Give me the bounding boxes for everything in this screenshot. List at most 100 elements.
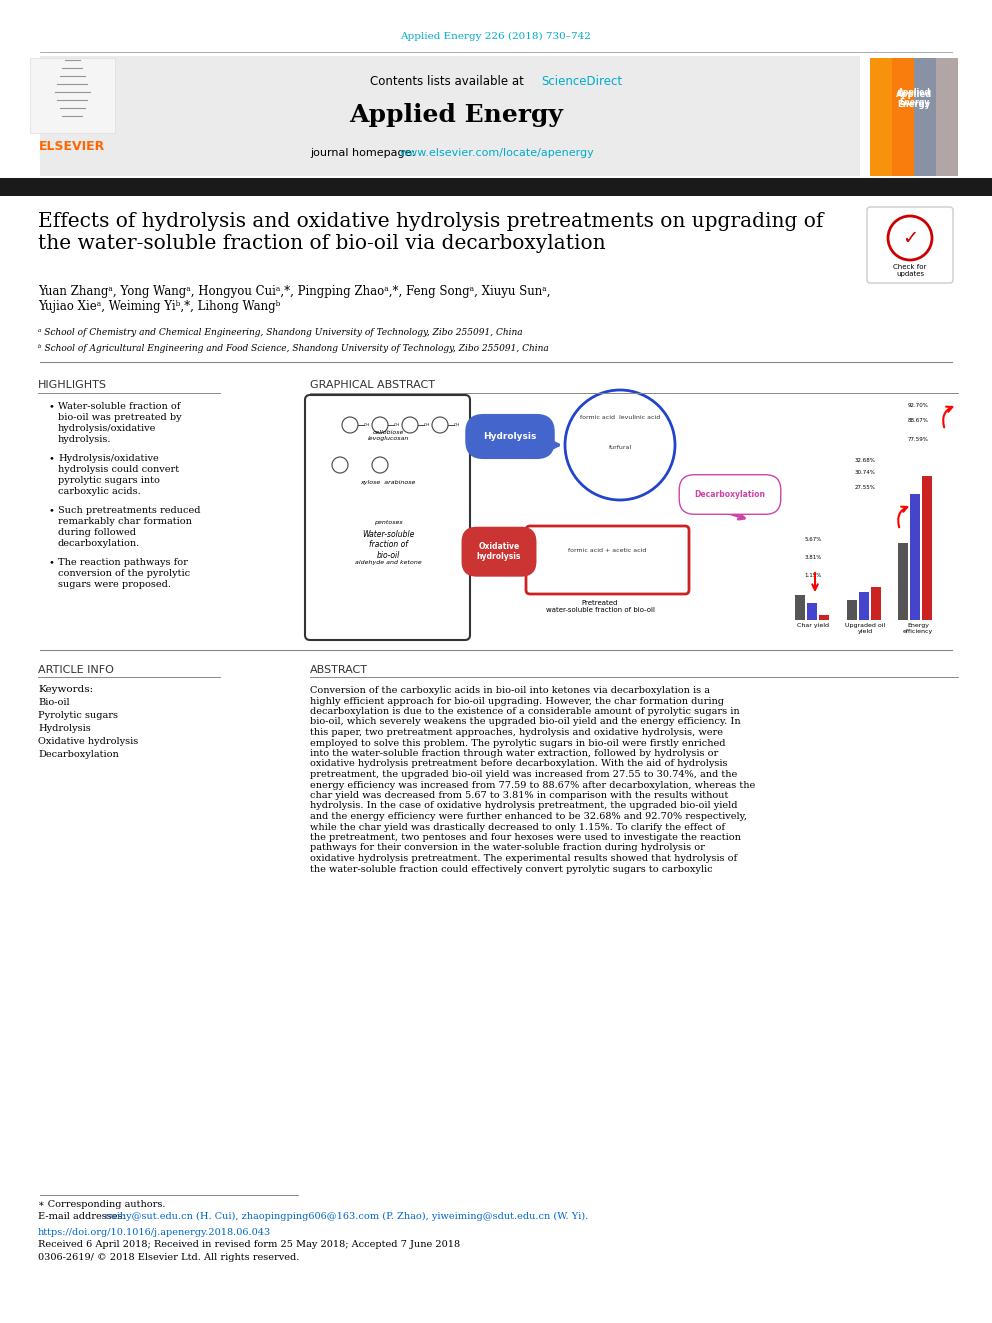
Text: E-mail addresses:: E-mail addresses: — [38, 1212, 129, 1221]
FancyBboxPatch shape — [892, 58, 914, 176]
FancyBboxPatch shape — [305, 396, 470, 640]
Text: ELSEVIER: ELSEVIER — [39, 140, 105, 153]
Text: ᵃ School of Chemistry and Chemical Engineering, Shandong University of Technolog: ᵃ School of Chemistry and Chemical Engin… — [38, 328, 523, 337]
Text: journal homepage:: journal homepage: — [310, 148, 419, 157]
Text: https://doi.org/10.1016/j.apenergy.2018.06.043: https://doi.org/10.1016/j.apenergy.2018.… — [38, 1228, 271, 1237]
Text: •: • — [48, 402, 54, 411]
Text: Decarboxylation: Decarboxylation — [694, 490, 766, 499]
Text: ABSTRACT: ABSTRACT — [310, 665, 368, 675]
Text: 3.81%: 3.81% — [805, 556, 821, 560]
Text: •: • — [48, 454, 54, 463]
Text: www.elsevier.com/locate/apenergy: www.elsevier.com/locate/apenergy — [400, 148, 595, 157]
Text: ᵇ School of Agricultural Engineering and Food Science, Shandong University of Te: ᵇ School of Agricultural Engineering and… — [38, 344, 549, 353]
Text: while the char yield was drastically decreased to only 1.15%. To clarify the eff: while the char yield was drastically dec… — [310, 823, 725, 831]
Text: decarboxylation is due to the existence of a considerable amount of pyrolytic su: decarboxylation is due to the existence … — [310, 706, 740, 716]
Text: hydrolysis/oxidative: hydrolysis/oxidative — [58, 423, 157, 433]
Text: ARTICLE INFO: ARTICLE INFO — [38, 665, 114, 675]
Text: Oxidative
hydrolysis: Oxidative hydrolysis — [477, 542, 521, 561]
Text: Keywords:: Keywords: — [38, 685, 93, 695]
Text: sugars were proposed.: sugars were proposed. — [58, 579, 171, 589]
Text: Conversion of the carboxylic acids in bio-oil into ketones via decarboxylation i: Conversion of the carboxylic acids in bi… — [310, 687, 710, 695]
Text: 0306-2619/ © 2018 Elsevier Ltd. All rights reserved.: 0306-2619/ © 2018 Elsevier Ltd. All righ… — [38, 1253, 300, 1262]
Text: Hydrolysis: Hydrolysis — [38, 724, 90, 733]
FancyBboxPatch shape — [859, 591, 869, 620]
FancyBboxPatch shape — [870, 58, 958, 176]
Text: Char yield: Char yield — [797, 623, 829, 628]
Text: hydrolysis.: hydrolysis. — [58, 435, 111, 445]
Text: oxidative hydrolysis pretreatment before decarboxylation. With the aid of hydrol: oxidative hydrolysis pretreatment before… — [310, 759, 727, 769]
Text: energy efficiency was increased from 77.59 to 88.67% after decarboxylation, wher: energy efficiency was increased from 77.… — [310, 781, 755, 790]
Text: 32.68%: 32.68% — [854, 458, 875, 463]
FancyBboxPatch shape — [871, 586, 881, 620]
Text: Oxidative hydrolysis: Oxidative hydrolysis — [38, 737, 138, 746]
Text: into the water-soluble fraction through water extraction, followed by hydrolysis: into the water-soluble fraction through … — [310, 749, 718, 758]
Text: OH: OH — [394, 423, 400, 427]
Text: Received 6 April 2018; Received in revised form 25 May 2018; Accepted 7 June 201: Received 6 April 2018; Received in revis… — [38, 1240, 460, 1249]
Text: Applied Energy: Applied Energy — [349, 103, 562, 127]
Text: the pretreatment, two pentoses and four hexoses were used to investigate the rea: the pretreatment, two pentoses and four … — [310, 833, 741, 841]
Text: Hydrolysis/oxidative: Hydrolysis/oxidative — [58, 454, 159, 463]
FancyBboxPatch shape — [40, 56, 860, 176]
Text: Applied
Energy: Applied Energy — [898, 89, 930, 107]
Text: xylose  arabinose: xylose arabinose — [360, 480, 416, 486]
Text: Applied
Energy: Applied Energy — [896, 90, 932, 110]
FancyBboxPatch shape — [867, 206, 953, 283]
Text: Water-soluble fraction of: Water-soluble fraction of — [58, 402, 181, 411]
Text: oxidative hydrolysis pretreatment. The experimental results showed that hydrolys: oxidative hydrolysis pretreatment. The e… — [310, 855, 737, 863]
Text: pathways for their conversion in the water-soluble fraction during hydrolysis or: pathways for their conversion in the wat… — [310, 844, 705, 852]
FancyBboxPatch shape — [910, 493, 920, 620]
FancyBboxPatch shape — [807, 603, 817, 620]
FancyBboxPatch shape — [30, 58, 115, 134]
Text: OH: OH — [364, 423, 370, 427]
FancyBboxPatch shape — [898, 542, 908, 620]
Text: pyrolytic sugars into: pyrolytic sugars into — [58, 476, 160, 486]
Text: OH: OH — [454, 423, 460, 427]
FancyBboxPatch shape — [795, 595, 805, 620]
Text: pentoses: pentoses — [374, 520, 403, 525]
Text: conversion of the pyrolytic: conversion of the pyrolytic — [58, 569, 190, 578]
FancyBboxPatch shape — [936, 58, 958, 176]
Text: 1.15%: 1.15% — [805, 573, 821, 578]
Text: the water-soluble fraction could effectively convert pyrolytic sugars to carboxy: the water-soluble fraction could effecti… — [310, 864, 712, 873]
Text: pretreatment, the upgraded bio-oil yield was increased from 27.55 to 30.74%, and: pretreatment, the upgraded bio-oil yield… — [310, 770, 737, 779]
Text: Upgraded oil
yield: Upgraded oil yield — [845, 623, 885, 634]
Text: hydrolysis. In the case of oxidative hydrolysis pretreatment, the upgraded bio-o: hydrolysis. In the case of oxidative hyd… — [310, 802, 737, 811]
Text: Hydrolysis: Hydrolysis — [483, 433, 537, 441]
Text: Water-soluble
fraction of
bio-oil: Water-soluble fraction of bio-oil — [362, 531, 415, 560]
Text: Check for
updates: Check for updates — [894, 265, 927, 277]
Text: Effects of hydrolysis and oxidative hydrolysis pretreatments on upgrading of
the: Effects of hydrolysis and oxidative hydr… — [38, 212, 823, 253]
Text: •: • — [48, 558, 54, 568]
FancyBboxPatch shape — [819, 615, 829, 620]
Text: bio-oil was pretreated by: bio-oil was pretreated by — [58, 413, 182, 422]
Text: carboxylic acids.: carboxylic acids. — [58, 487, 141, 496]
Text: char yield was decreased from 5.67 to 3.81% in comparison with the results witho: char yield was decreased from 5.67 to 3.… — [310, 791, 728, 800]
FancyBboxPatch shape — [847, 601, 857, 620]
Text: ∗ Corresponding authors.: ∗ Corresponding authors. — [38, 1200, 166, 1209]
Text: furfural: furfural — [608, 445, 632, 450]
Text: 88.67%: 88.67% — [908, 418, 929, 423]
FancyBboxPatch shape — [922, 476, 932, 620]
Text: highly efficient approach for bio-oil upgrading. However, the char formation dur: highly efficient approach for bio-oil up… — [310, 696, 724, 705]
Text: during followed: during followed — [58, 528, 136, 537]
Text: 77.59%: 77.59% — [908, 437, 929, 442]
Text: ScienceDirect: ScienceDirect — [541, 75, 622, 89]
FancyBboxPatch shape — [914, 58, 936, 176]
Text: decarboxylation.: decarboxylation. — [58, 538, 140, 548]
Text: this paper, two pretreatment approaches, hydrolysis and oxidative hydrolysis, we: this paper, two pretreatment approaches,… — [310, 728, 723, 737]
Text: Decarboxylation: Decarboxylation — [38, 750, 119, 759]
Text: Pretreated
water-soluble fraction of bio-oil: Pretreated water-soluble fraction of bio… — [546, 601, 655, 613]
Text: 27.55%: 27.55% — [854, 486, 875, 490]
Text: cuihy@sut.edu.cn (H. Cui), zhaopingping606@163.com (P. Zhao), yiweiming@sdut.edu: cuihy@sut.edu.cn (H. Cui), zhaopingping6… — [105, 1212, 588, 1221]
Text: formic acid + acetic acid: formic acid + acetic acid — [567, 548, 646, 553]
Text: 92.70%: 92.70% — [908, 404, 929, 407]
Text: bio-oil, which severely weakens the upgraded bio-oil yield and the energy effici: bio-oil, which severely weakens the upgr… — [310, 717, 741, 726]
Text: remarkably char formation: remarkably char formation — [58, 517, 191, 527]
Text: aldehyde and ketone: aldehyde and ketone — [354, 560, 422, 565]
Text: Such pretreatments reduced: Such pretreatments reduced — [58, 505, 200, 515]
Text: hydrolysis could convert: hydrolysis could convert — [58, 464, 180, 474]
Text: cellobiose
levoglucosan: cellobiose levoglucosan — [367, 430, 409, 441]
Text: 30.74%: 30.74% — [854, 470, 875, 475]
FancyBboxPatch shape — [526, 527, 689, 594]
Text: GRAPHICAL ABSTRACT: GRAPHICAL ABSTRACT — [310, 380, 435, 390]
Text: HIGHLIGHTS: HIGHLIGHTS — [38, 380, 107, 390]
